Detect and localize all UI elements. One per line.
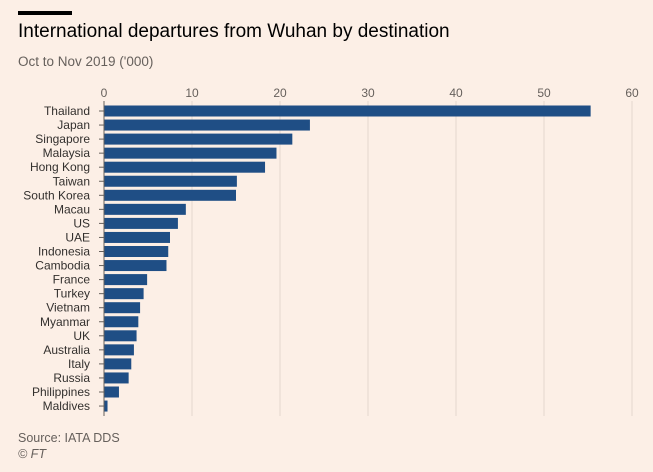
category-label: US	[73, 216, 90, 230]
category-label: Italy	[68, 357, 90, 371]
x-tick-label: 10	[185, 86, 199, 100]
x-tick-label: 50	[537, 86, 551, 100]
x-tick-label: 60	[625, 86, 639, 100]
category-label: Turkey	[54, 287, 90, 301]
category-label: Japan	[57, 118, 90, 132]
category-label: Philippines	[32, 385, 90, 399]
x-tick-label: 30	[361, 86, 375, 100]
x-tick-label: 40	[449, 86, 463, 100]
bar	[104, 330, 137, 342]
ft-credit: © FT	[18, 447, 46, 461]
category-label: UAE	[65, 230, 90, 244]
category-label: Thailand	[44, 104, 90, 118]
category-label: Indonesia	[38, 245, 90, 259]
category-label: Malaysia	[43, 146, 91, 160]
bar	[104, 175, 237, 187]
bar	[104, 302, 141, 314]
category-label: Maldives	[43, 399, 90, 413]
source-note: Source: IATA DDS	[18, 431, 120, 445]
chart-subtitle: Oct to Nov 2019 ('000)	[18, 54, 154, 69]
bar	[104, 344, 134, 356]
bar	[104, 260, 167, 272]
category-label: France	[53, 273, 91, 287]
bar	[104, 105, 591, 117]
category-label: Singapore	[35, 132, 90, 146]
category-label: South Korea	[23, 188, 90, 202]
bar	[104, 274, 148, 286]
category-label: UK	[73, 329, 90, 343]
title-rule	[18, 11, 72, 15]
bar	[104, 189, 236, 201]
category-label: Australia	[43, 343, 90, 357]
bar	[104, 386, 119, 398]
category-label: Russia	[53, 371, 90, 385]
bar	[104, 246, 169, 257]
category-label: Taiwan	[53, 174, 90, 188]
bar	[104, 231, 170, 243]
bar	[104, 133, 293, 145]
bar	[104, 217, 178, 229]
x-tick-label: 0	[101, 86, 108, 100]
bar	[104, 119, 310, 131]
bar	[104, 161, 266, 173]
chart-title: International departures from Wuhan by d…	[18, 21, 450, 42]
bar	[104, 358, 132, 370]
category-label: Macau	[54, 202, 90, 216]
bar	[104, 288, 144, 300]
bar	[104, 400, 108, 412]
bar	[104, 147, 277, 159]
category-label: Hong Kong	[30, 160, 90, 174]
bar	[104, 372, 129, 384]
category-label: Cambodia	[35, 259, 90, 273]
category-label: Vietnam	[46, 301, 90, 315]
bar	[104, 203, 186, 215]
x-tick-label: 20	[273, 86, 287, 100]
category-label: Myanmar	[40, 315, 90, 329]
bar	[104, 316, 139, 328]
